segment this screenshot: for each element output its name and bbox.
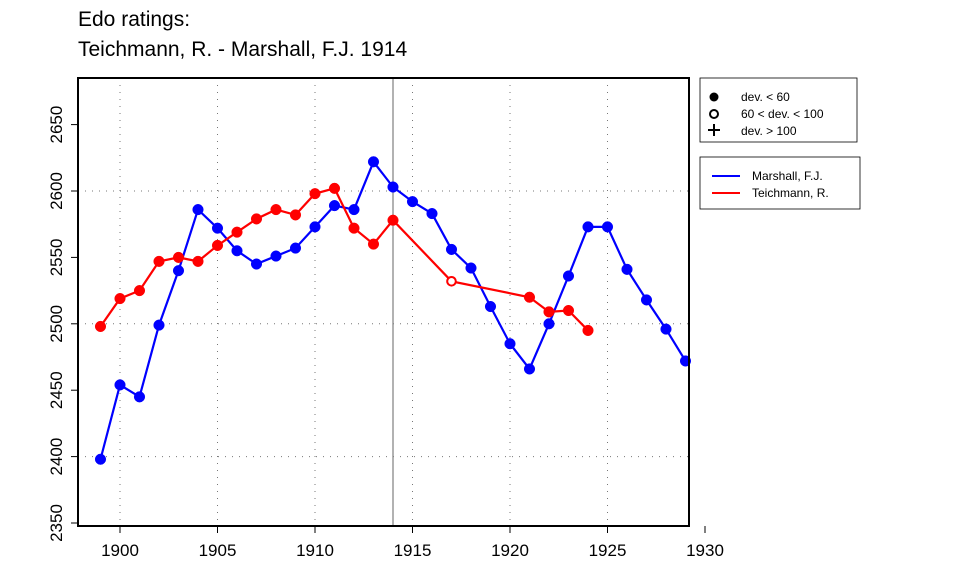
data-point [94,320,107,333]
data-point [484,300,497,313]
data-point [601,221,614,233]
data-point [231,226,243,238]
data-point [387,181,399,193]
data-point [348,222,360,234]
data-point [465,262,477,274]
data-point [114,293,126,305]
y-tick-label: 2500 [47,305,66,343]
y-tick-label: 2600 [47,172,66,210]
y-axis: 2350 2400 2450 2500 2550 2600 2650 [47,106,78,542]
data-point [640,294,653,306]
data-point [543,306,555,318]
data-point [192,204,204,216]
data-point [445,243,458,255]
data-point [309,188,321,200]
data-point [367,156,380,168]
x-tick-label: 1900 [101,541,139,560]
data-point [523,291,536,303]
data-point [153,255,165,267]
x-tick-label: 1925 [589,541,627,560]
data-point [231,245,243,257]
x-tick-label: 1920 [491,541,529,560]
plot-frame [77,77,690,527]
data-point [289,242,302,254]
x-tick-label: 1915 [394,541,432,560]
x-tick-label: 1910 [296,541,334,560]
data-point [211,222,224,234]
data-point [153,319,165,331]
data-point [446,276,457,287]
legend-marker-label: dev. < 60 [741,90,790,104]
data-point [114,379,126,391]
data-point [270,250,282,262]
y-tick-label: 2650 [47,106,66,144]
data-point [270,204,282,216]
x-tick-label: 1930 [686,541,724,560]
data-point [250,213,263,225]
data-point [133,285,146,297]
data-point [250,258,263,270]
data-point [328,182,341,194]
legend-series: Marshall, F.J. Teichmann, R. [699,156,861,210]
data-point [211,239,224,251]
data-point [426,208,438,220]
data-point [387,214,399,226]
legend-series-box [699,156,861,210]
data-point [582,221,594,233]
plus-icon [708,124,720,136]
data-point [523,363,536,375]
legend-series-label: Teichmann, R. [752,186,829,200]
x-tick-label: 1905 [199,541,237,560]
data-point [504,338,516,350]
legend-marker-label: 60 < dev. < 100 [741,107,824,121]
data-point [328,200,341,212]
legend-series-label: Marshall, F.J. [752,169,823,183]
open-circle-icon [709,109,719,119]
data-point [543,318,555,330]
y-tick-label: 2350 [47,504,66,542]
chart-title: Edo ratings: [78,8,191,31]
data-point [406,196,419,208]
filled-circle-icon [709,92,719,102]
data-point [562,270,575,282]
y-tick-label: 2450 [47,371,66,409]
data-point [582,324,594,336]
legend-markers: dev. < 60 60 < dev. < 100 dev. > 100 [699,77,858,143]
data-point [289,209,302,221]
data-point [348,204,360,216]
data-point [172,251,185,263]
data-point [94,453,107,465]
legend-markers-box [699,77,858,143]
y-tick-label: 2550 [47,238,66,276]
data-point [367,238,380,250]
chart-subtitle: Teichmann, R. - Marshall, F.J. 1914 [78,38,408,61]
data-point [309,221,321,233]
data-point [192,255,204,267]
data-point [660,323,672,335]
data-point [172,265,185,277]
x-axis: 1900 1905 1910 1915 1920 1925 1930 [101,526,724,560]
y-tick-label: 2400 [47,438,66,476]
grid [78,78,689,526]
legend-marker-label: dev. > 100 [741,124,797,138]
data-point [133,391,146,403]
series-layer [94,156,692,465]
data-point [621,263,633,275]
data-point [562,304,575,317]
